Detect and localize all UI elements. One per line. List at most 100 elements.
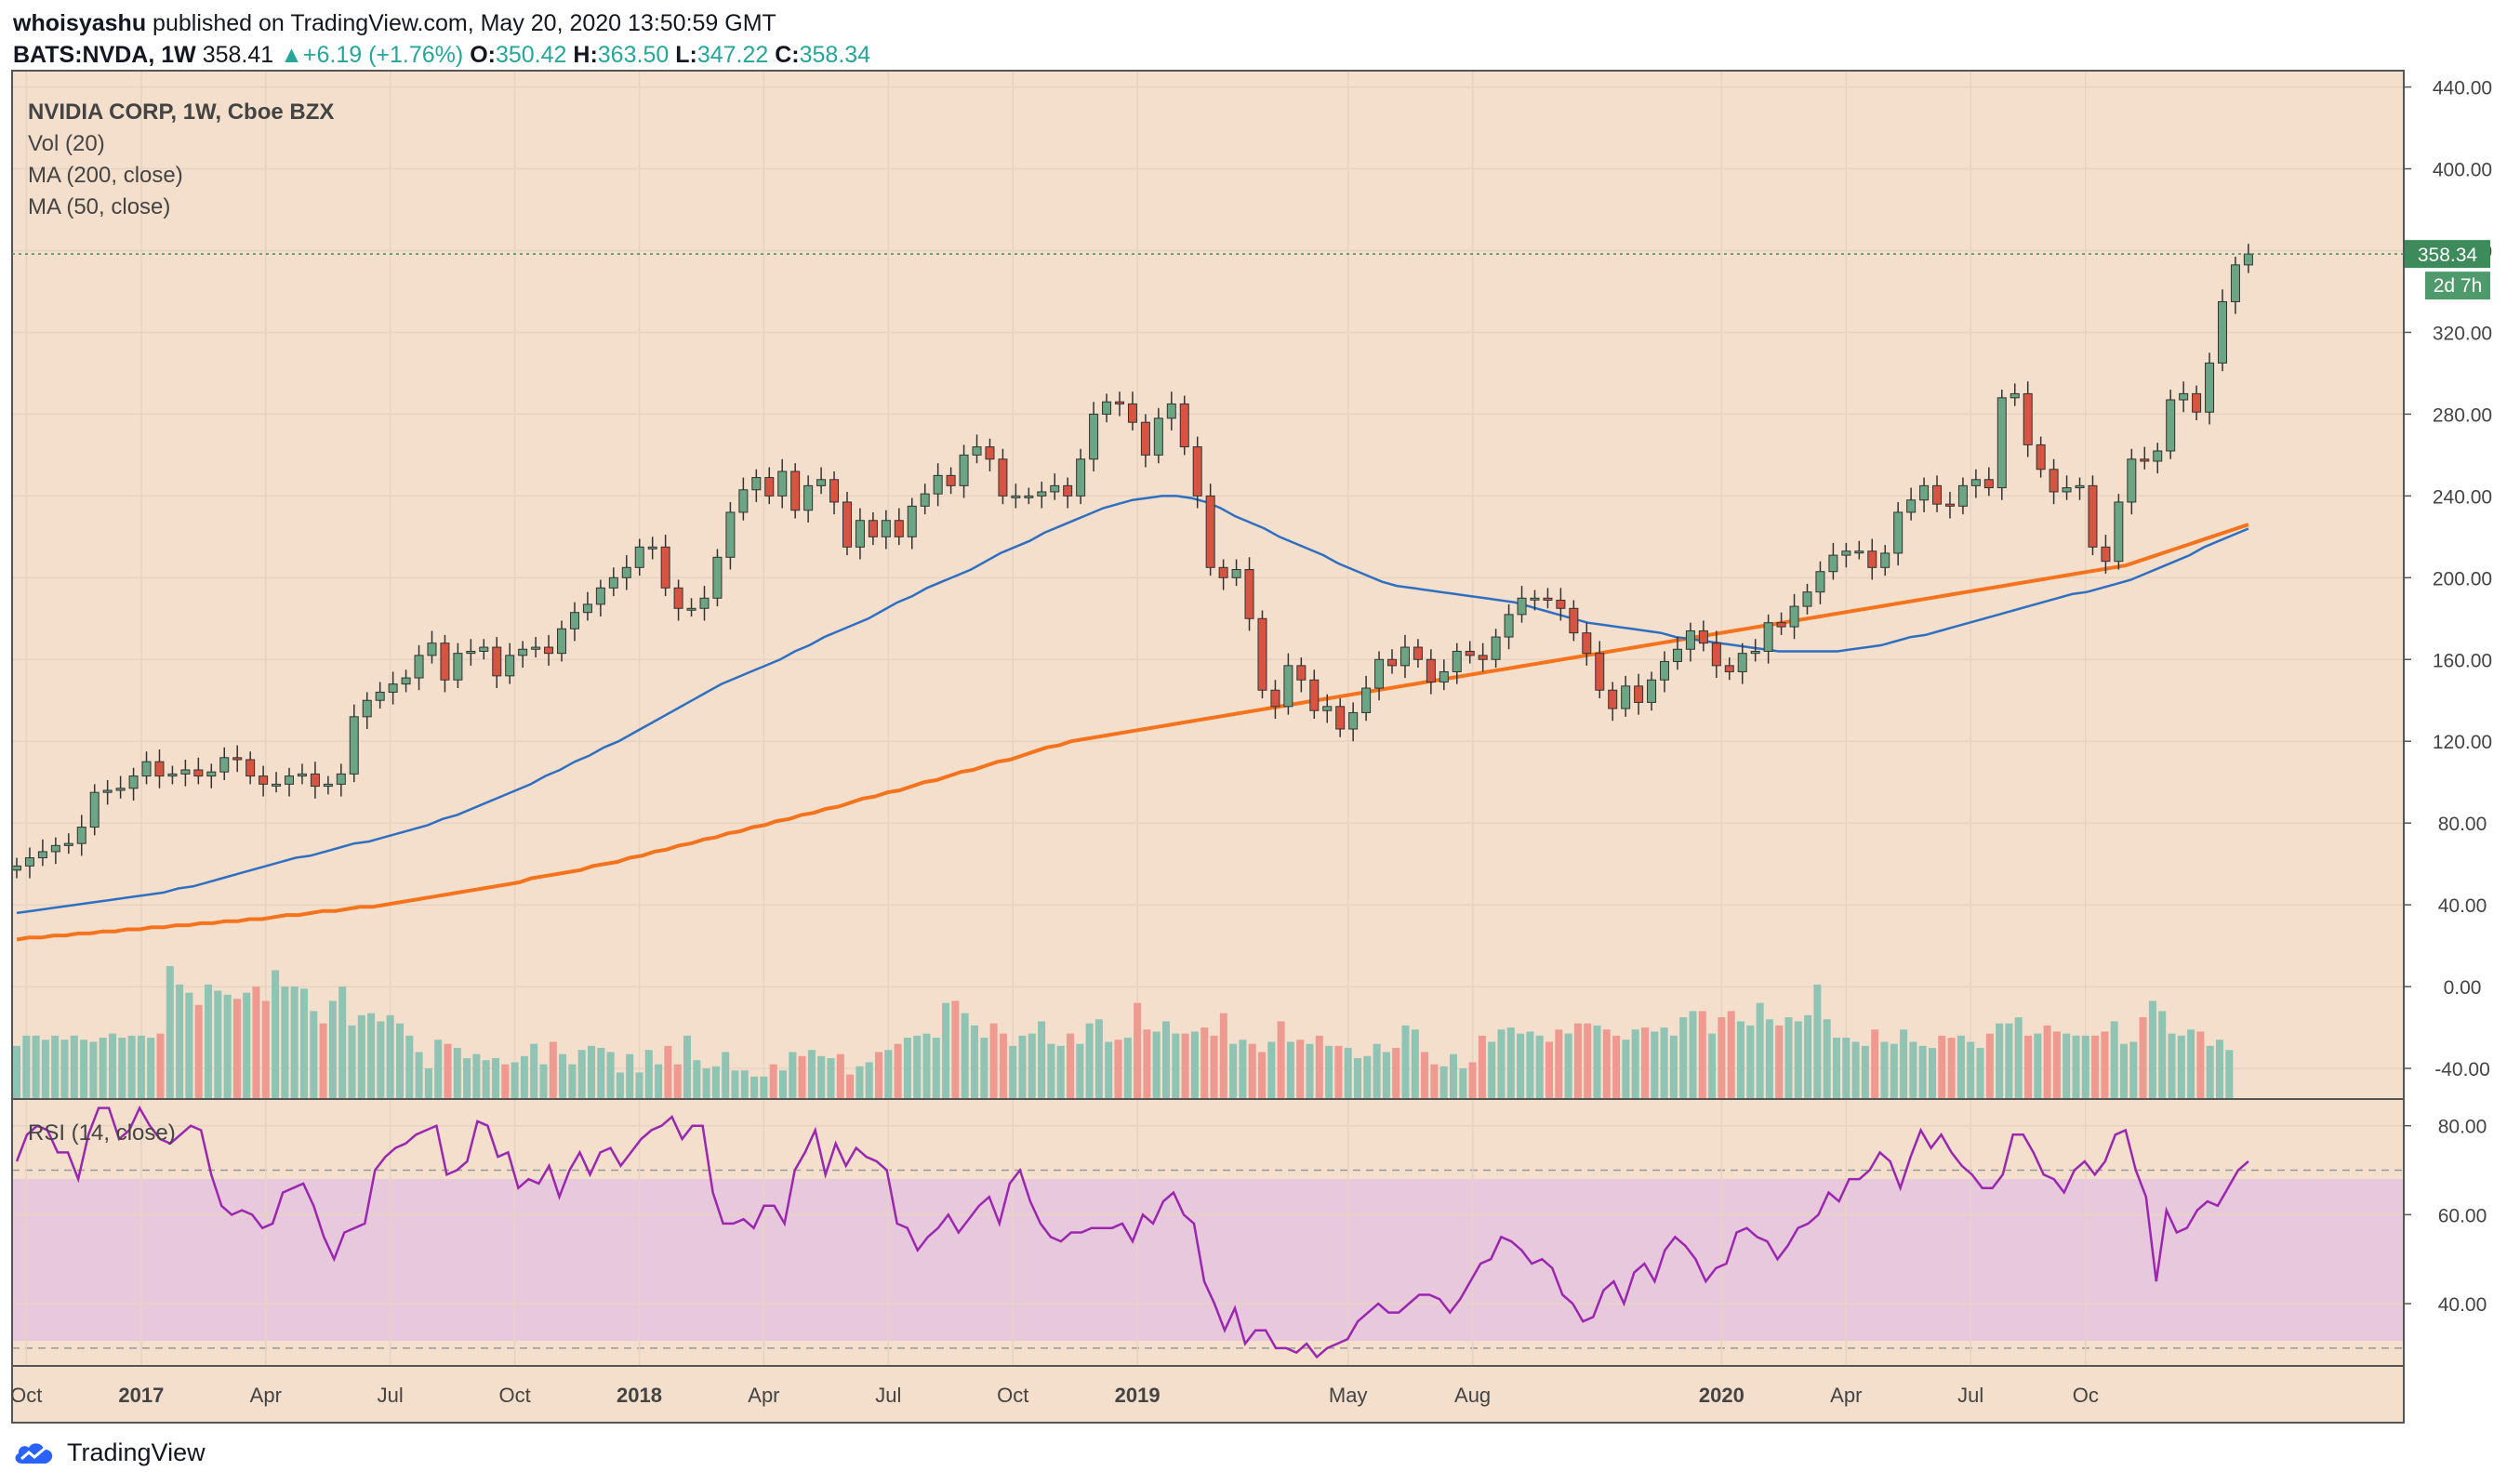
volume-bar [1306,1043,1314,1099]
candle-body [1517,597,1527,616]
volume-bar [1296,1040,1305,1099]
candle-body [1647,679,1657,703]
candle-body [1672,648,1682,662]
volume-bar [798,1055,806,1099]
candle-body [1944,503,1955,507]
volume-bar [817,1055,826,1099]
candle-body [1050,484,1060,493]
volume-bar [1679,1017,1688,1099]
low-value: 347.22 [696,42,769,68]
time-tick-label: 2020 [1699,1384,1744,1407]
candle-body [1621,685,1631,709]
volume-bar [1401,1025,1410,1099]
candle-body [1114,401,1124,404]
candle-body [193,769,204,777]
candle-body [1491,636,1501,660]
footer[interactable]: TradingView [11,1434,206,1471]
candle-body [751,477,762,491]
candle-body [972,446,982,456]
candle-body [1543,597,1553,601]
time-tick-label: Jul [1957,1384,1983,1407]
volume-bar [760,1076,768,1099]
candle-body [2010,392,2020,399]
candle-body [829,479,840,503]
volume-bar [683,1035,691,1099]
volume-bar [109,1033,116,1099]
volume-bar [444,1043,452,1099]
candle-body [1399,646,1410,667]
volume-bar [89,1041,98,1099]
volume-bar [501,1064,510,1099]
volume-bar [731,1070,739,1099]
volume-bar [300,988,308,1099]
volume-bar [41,1040,49,1099]
candle-body [479,646,489,652]
price-tick-label: 80.00 [2438,814,2487,835]
volume-bar [1584,1023,1592,1099]
volume-bar [2110,1021,2118,1099]
time-axis[interactable]: Oct 2017 Apr Jul Oct 2018 Apr Jul Oct 2019 May Aug 2… [10,1384,2099,1407]
legend-ma50[interactable]: MA (50, close) [28,194,170,219]
candle-body [1802,591,1812,607]
change-arrow-icon: ▲ [280,42,303,68]
volume-bar [884,1050,893,1099]
volume-bar [405,1035,414,1099]
volume-bar [1918,1045,1927,1099]
candle-body [920,493,930,507]
volume-bar [789,1052,797,1099]
candle-body [2153,450,2163,462]
legend-vol[interactable]: Vol (20) [28,131,105,156]
volume-bar [453,1048,461,1099]
candle-body [206,771,217,777]
volume-bar [1851,1041,1860,1099]
volume-bar [357,1014,365,1099]
candle-body [2192,392,2202,413]
volume-bar [1114,1040,1122,1099]
volume-bar [827,1058,835,1099]
moving-averages [16,495,2249,942]
volume-bar [367,1013,376,1099]
candle-body [1205,495,1215,568]
candle-body [1011,495,1021,498]
candle-body [1582,632,1592,655]
volume-bar [836,1053,844,1099]
open-value: 350.42 [495,42,567,68]
volume-bar [1938,1035,1946,1099]
legend-title: NVIDIA CORP, 1W, Cboe BZX [28,99,334,125]
volume-bar [338,987,347,1099]
volume-bar [1555,1029,1563,1099]
high-value: 363.50 [597,42,670,68]
candle-body [894,520,904,537]
candle-body [1063,484,1073,497]
volume-bar [932,1038,940,1099]
candle-body [388,683,398,693]
chart-frame [11,70,2405,1424]
candle-body [154,761,165,777]
candle-body [401,677,411,685]
volume-bar [194,1004,203,1099]
candle-body [595,587,605,605]
candle-body [608,576,618,589]
volume-bar [1631,1029,1639,1099]
volume-bar [1172,1033,1180,1099]
volume-bar [644,1050,653,1099]
candle-body [725,511,736,558]
price-tick-label: 240.00 [2433,486,2492,508]
time-tick-label: Apr [1830,1384,1862,1407]
volume-bar [32,1035,40,1099]
candle-body [453,653,463,681]
time-tick-label: Oc [2073,1384,2099,1407]
publish-info: published on TradingView.com, May 20, 20… [153,10,776,36]
candle-body [1387,658,1398,667]
legend: NVIDIA CORP, 1W, Cboe BZX Vol (20) MA (2… [28,99,334,1146]
candle-body [1153,417,1163,456]
legend-ma200[interactable]: MA (200, close) [28,163,183,188]
volume-bar [2158,1011,2167,1099]
volume-bar [99,1038,107,1099]
volume-bar [588,1045,595,1099]
volume-bar [1794,1021,1802,1099]
volume-bar [2177,1035,2185,1099]
legend-rsi[interactable]: RSI (14, close) [28,1120,176,1146]
price-chart[interactable]: 440.00400.00360.00320.00280.00240.00200.… [0,0,2507,1432]
candle-body [362,699,372,718]
